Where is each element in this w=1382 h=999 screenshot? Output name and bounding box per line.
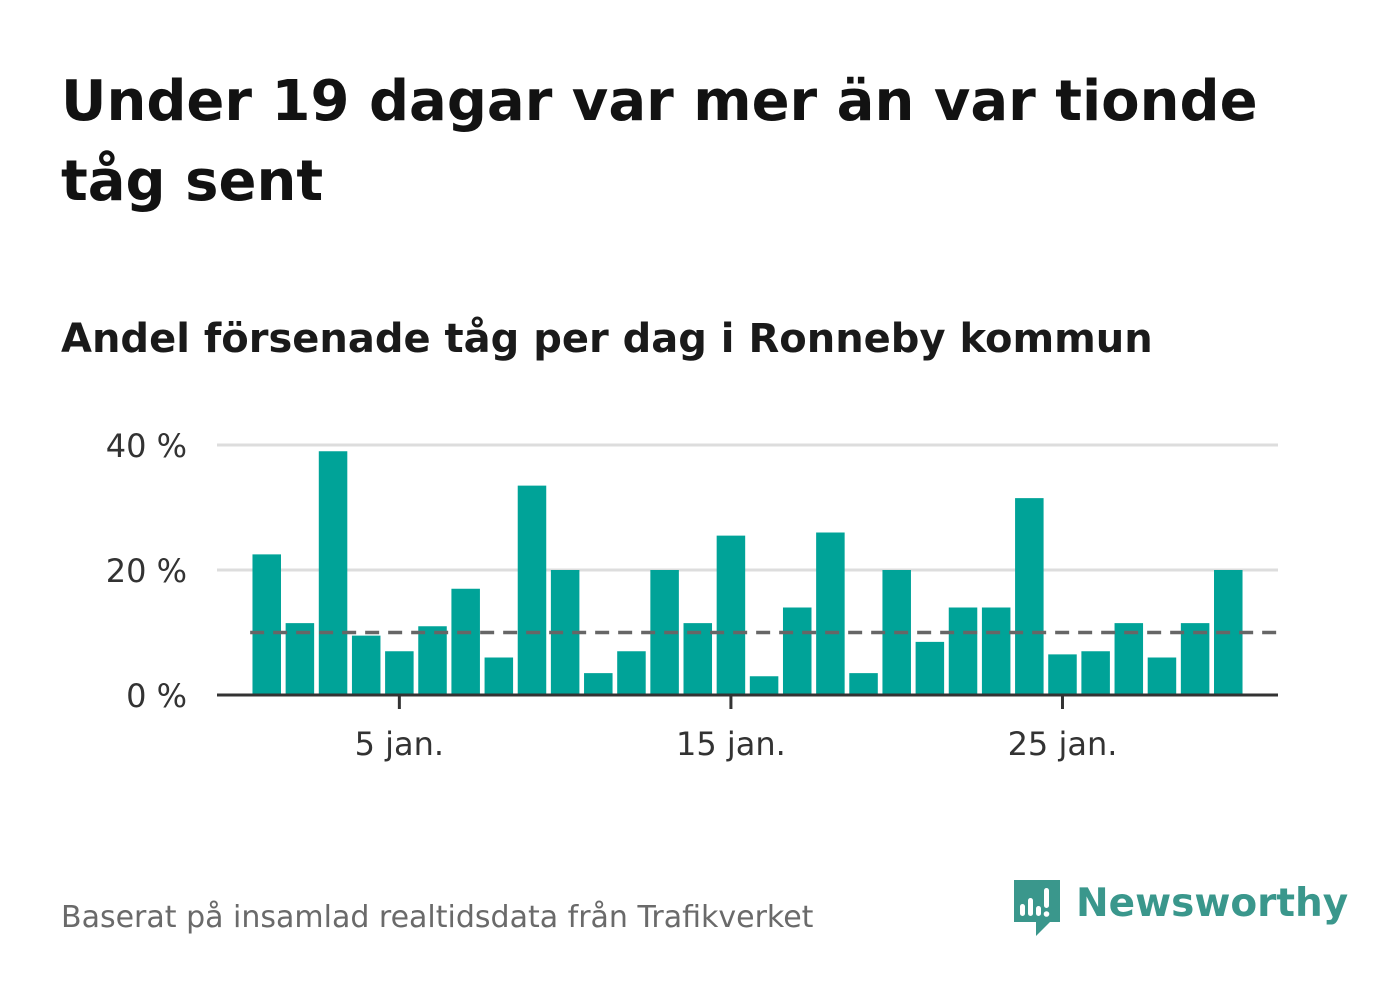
bar xyxy=(351,635,381,695)
bar xyxy=(716,535,746,695)
bar xyxy=(451,588,480,695)
bar xyxy=(849,673,878,695)
bar xyxy=(617,651,646,695)
bar xyxy=(252,554,281,695)
bar xyxy=(948,607,978,695)
bar xyxy=(816,532,845,695)
gridlines xyxy=(217,443,1278,572)
bar xyxy=(1081,651,1110,695)
source-note: Baserat på insamlad realtidsdata från Tr… xyxy=(61,900,814,935)
bar xyxy=(1180,623,1210,695)
bar xyxy=(782,607,812,695)
bar xyxy=(749,676,779,695)
bar xyxy=(418,626,447,695)
bar xyxy=(584,673,613,695)
page-title: Under 19 dagar var mer än var tionde tåg… xyxy=(61,69,1258,214)
bar xyxy=(1114,623,1144,695)
bar xyxy=(1015,498,1044,695)
bar xyxy=(517,485,547,695)
x-tick-label: 5 jan. xyxy=(355,725,444,763)
x-tick-label: 25 jan. xyxy=(1008,725,1118,763)
y-tick-label: 20 % xyxy=(106,552,187,590)
bar xyxy=(285,623,315,695)
axes: 0 % 20 % 40 % 5 jan. 15 jan. 25 jan. xyxy=(106,427,1278,763)
newsworthy-logo[interactable]: Newsworthy xyxy=(1010,876,1348,940)
bar xyxy=(318,451,348,695)
bars xyxy=(252,451,1243,695)
bar xyxy=(683,623,713,695)
y-tick-label: 40 % xyxy=(106,427,187,465)
bar xyxy=(915,641,945,695)
newsworthy-logo-text: Newsworthy xyxy=(1076,881,1349,926)
bar xyxy=(385,651,414,695)
y-tick-label: 0 % xyxy=(126,677,187,715)
newsworthy-logo-icon xyxy=(1014,880,1060,936)
bar xyxy=(981,607,1011,695)
chart-subtitle: Andel försenade tåg per dag i Ronneby ko… xyxy=(61,316,1153,362)
bar xyxy=(1048,654,1077,695)
bar xyxy=(1147,657,1177,695)
x-tick-label: 15 jan. xyxy=(676,725,786,763)
bar xyxy=(484,657,514,695)
